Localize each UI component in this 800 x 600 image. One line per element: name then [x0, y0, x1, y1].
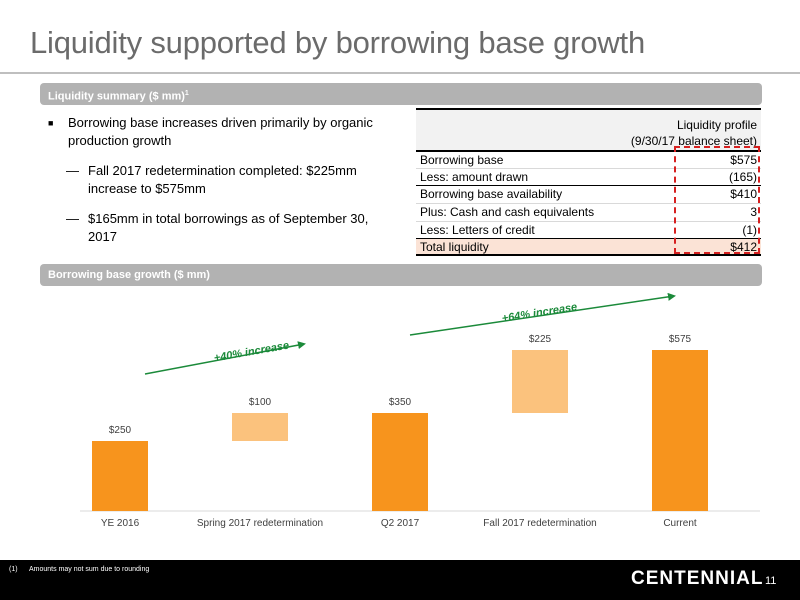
table-row: Plus: Cash and cash equivalents 3	[416, 203, 761, 221]
section-label-liquidity-summary: Liquidity summary ($ mm)	[48, 90, 185, 103]
table-row: Less: amount drawn (165)	[416, 167, 761, 186]
annotation-increase-64: +64% increase	[501, 301, 578, 325]
data-label: $250	[109, 425, 132, 436]
bar-total	[372, 413, 428, 511]
bullet-main-text: Borrowing base increases driven primaril…	[68, 115, 373, 148]
row-value: (1)	[742, 222, 757, 237]
footnote-marker: 1	[184, 90, 189, 97]
liquidity-table: Liquidity profile (9/30/17 balance sheet…	[416, 108, 761, 257]
row-label: Borrowing base availability	[420, 187, 563, 202]
page-number: 11	[765, 575, 777, 587]
row-label: Plus: Cash and cash equivalents	[420, 205, 595, 220]
row-label: Less: amount drawn	[420, 169, 529, 184]
row-value: $412	[730, 240, 757, 255]
bar-increase	[512, 350, 568, 413]
bullet-sub-text: Fall 2017 redetermination completed: $22…	[88, 163, 357, 196]
section-bar-liquidity-summary: Liquidity summary ($ mm)1	[40, 83, 762, 105]
table-row: Less: Letters of credit (1)	[416, 220, 761, 239]
section-label-borrowing-growth: Borrowing base growth ($ mm)	[48, 269, 210, 281]
row-label: Total liquidity	[420, 240, 489, 255]
row-label: Borrowing base	[420, 153, 504, 167]
company-logo: CENTENNIAL	[631, 568, 764, 589]
category-tick-label: Spring 2017 redetermination	[197, 518, 323, 529]
title-divider	[0, 72, 800, 74]
growth-arrow	[144, 341, 306, 375]
footnote-number: (1)	[9, 566, 18, 573]
row-label: Less: Letters of credit	[420, 222, 535, 237]
page-title: Liquidity supported by borrowing base gr…	[30, 25, 646, 60]
liquidity-header-line2: (9/30/17 balance sheet)	[630, 134, 757, 148]
footer-bar	[0, 560, 800, 600]
footnote-text: Amounts may not sum due to rounding	[29, 566, 150, 573]
data-label: $575	[669, 334, 692, 345]
data-label: $225	[529, 334, 552, 345]
liquidity-header-line1: Liquidity profile	[676, 118, 757, 132]
growth-arrow	[409, 292, 676, 336]
table-row: Borrowing base availability $410	[416, 185, 761, 203]
bullet-sub-text: $165mm in total borrowings as of Septemb…	[88, 211, 369, 244]
bullet-sub: — Fall 2017 redetermination completed: $…	[66, 162, 398, 198]
square-bullet-icon: ■	[48, 118, 54, 128]
data-label: $100	[249, 397, 272, 408]
bar-total	[92, 441, 148, 511]
liquidity-table-header: Liquidity profile (9/30/17 balance sheet…	[416, 108, 761, 150]
row-value: (165)	[728, 169, 757, 184]
table-row: Borrowing base $575	[416, 150, 761, 168]
data-label: $350	[389, 397, 412, 408]
section-bar-borrowing-growth: Borrowing base growth ($ mm)	[40, 264, 762, 286]
category-tick-label: Fall 2017 redetermination	[483, 518, 596, 529]
annotation-increase-40: +40% increase	[213, 340, 290, 365]
bullet-list: ■ Borrowing base increases driven primar…	[48, 114, 398, 246]
row-value: $575	[730, 153, 757, 167]
dash-bullet-icon: —	[66, 163, 79, 178]
category-tick-label: YE 2016	[101, 518, 140, 529]
bullet-main: ■ Borrowing base increases driven primar…	[48, 114, 398, 150]
category-tick-label: Current	[663, 518, 697, 529]
dash-bullet-icon: —	[66, 211, 79, 226]
bar-total	[652, 350, 708, 511]
bullet-sub: — $165mm in total borrowings as of Septe…	[66, 210, 398, 246]
bar-increase	[232, 413, 288, 441]
row-value: 3	[750, 205, 757, 220]
row-value: $410	[730, 187, 757, 202]
category-tick-label: Q2 2017	[381, 518, 420, 529]
